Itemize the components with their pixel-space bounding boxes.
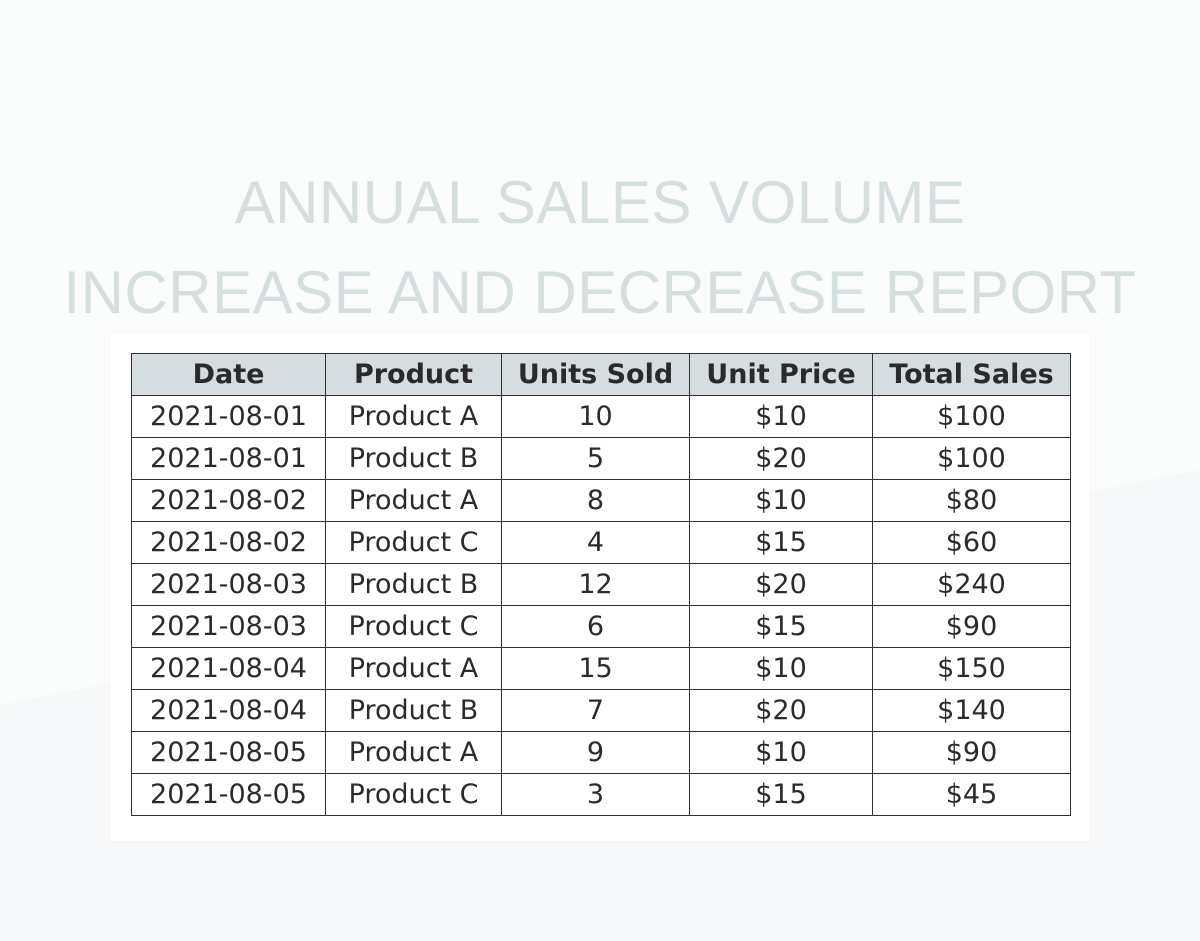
cell-units-sold: 9 xyxy=(501,731,690,774)
cell-product: Product B xyxy=(325,563,502,606)
cell-product: Product A xyxy=(325,395,502,438)
cell-product: Product C xyxy=(325,605,502,648)
cell-total-sales: $100 xyxy=(872,395,1071,438)
cell-date: 2021-08-05 xyxy=(131,773,326,816)
cell-unit-price: $20 xyxy=(689,563,873,606)
cell-units-sold: 4 xyxy=(501,521,690,564)
cell-product: Product C xyxy=(325,521,502,564)
title-line-1: ANNUAL SALES VOLUME xyxy=(234,169,966,237)
table-row: 2021-08-04 Product A 15 $10 $150 xyxy=(131,647,1071,690)
cell-date: 2021-08-01 xyxy=(131,437,326,480)
cell-units-sold: 7 xyxy=(501,689,690,732)
cell-unit-price: $15 xyxy=(689,521,873,564)
cell-units-sold: 6 xyxy=(501,605,690,648)
cell-product: Product C xyxy=(325,773,502,816)
cell-units-sold: 3 xyxy=(501,773,690,816)
table-row: 2021-08-02 Product C 4 $15 $60 xyxy=(131,521,1071,564)
table-row: 2021-08-01 Product A 10 $10 $100 xyxy=(131,395,1071,438)
cell-unit-price: $15 xyxy=(689,773,873,816)
table-row: 2021-08-03 Product C 6 $15 $90 xyxy=(131,605,1071,648)
cell-total-sales: $240 xyxy=(872,563,1071,606)
title-line-2: INCREASE AND DECREASE REPORT xyxy=(63,259,1137,327)
cell-unit-price: $10 xyxy=(689,479,873,522)
cell-date: 2021-08-02 xyxy=(131,479,326,522)
table-row: 2021-08-01 Product B 5 $20 $100 xyxy=(131,437,1071,480)
header-date: Date xyxy=(131,353,326,396)
cell-total-sales: $60 xyxy=(872,521,1071,564)
header-unit-price: Unit Price xyxy=(689,353,873,396)
table-row: 2021-08-05 Product C 3 $15 $45 xyxy=(131,773,1071,816)
cell-unit-price: $20 xyxy=(689,437,873,480)
header-units-sold: Units Sold xyxy=(501,353,690,396)
cell-unit-price: $10 xyxy=(689,395,873,438)
header-total-sales: Total Sales xyxy=(872,353,1071,396)
cell-date: 2021-08-04 xyxy=(131,689,326,732)
sales-table: Date Product Units Sold Unit Price Total… xyxy=(131,353,1071,816)
cell-unit-price: $15 xyxy=(689,605,873,648)
cell-total-sales: $150 xyxy=(872,647,1071,690)
cell-total-sales: $100 xyxy=(872,437,1071,480)
cell-total-sales: $90 xyxy=(872,605,1071,648)
cell-total-sales: $90 xyxy=(872,731,1071,774)
cell-total-sales: $45 xyxy=(872,773,1071,816)
table-header-row: Date Product Units Sold Unit Price Total… xyxy=(131,353,1071,396)
cell-unit-price: $10 xyxy=(689,647,873,690)
cell-unit-price: $10 xyxy=(689,731,873,774)
cell-units-sold: 12 xyxy=(501,563,690,606)
cell-date: 2021-08-03 xyxy=(131,563,326,606)
cell-product: Product B xyxy=(325,689,502,732)
table-row: 2021-08-03 Product B 12 $20 $240 xyxy=(131,563,1071,606)
cell-date: 2021-08-05 xyxy=(131,731,326,774)
table-row: 2021-08-05 Product A 9 $10 $90 xyxy=(131,731,1071,774)
cell-total-sales: $80 xyxy=(872,479,1071,522)
table-row: 2021-08-02 Product A 8 $10 $80 xyxy=(131,479,1071,522)
cell-total-sales: $140 xyxy=(872,689,1071,732)
cell-date: 2021-08-01 xyxy=(131,395,326,438)
cell-units-sold: 5 xyxy=(501,437,690,480)
cell-product: Product B xyxy=(325,437,502,480)
cell-date: 2021-08-03 xyxy=(131,605,326,648)
cell-units-sold: 8 xyxy=(501,479,690,522)
table-row: 2021-08-04 Product B 7 $20 $140 xyxy=(131,689,1071,732)
cell-product: Product A xyxy=(325,647,502,690)
cell-units-sold: 10 xyxy=(501,395,690,438)
cell-date: 2021-08-04 xyxy=(131,647,326,690)
cell-product: Product A xyxy=(325,731,502,774)
cell-product: Product A xyxy=(325,479,502,522)
cell-units-sold: 15 xyxy=(501,647,690,690)
cell-unit-price: $20 xyxy=(689,689,873,732)
cell-date: 2021-08-02 xyxy=(131,521,326,564)
page-title: ANNUAL SALES VOLUME INCREASE AND DECREAS… xyxy=(0,158,1200,338)
header-product: Product xyxy=(325,353,502,396)
